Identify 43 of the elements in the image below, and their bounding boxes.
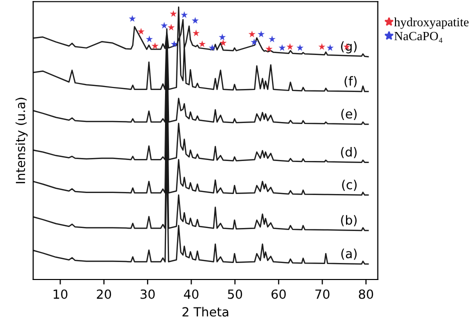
x-tick-label: 20 xyxy=(96,289,112,299)
point xyxy=(192,17,199,24)
point xyxy=(248,30,256,38)
point xyxy=(146,36,153,42)
point xyxy=(192,30,200,36)
x-tick-label: 10 xyxy=(54,289,68,299)
point xyxy=(220,39,227,46)
point xyxy=(258,30,265,38)
series-label: (c) xyxy=(342,180,357,191)
point xyxy=(296,44,304,51)
y-axis-title: Intensity (u.a) xyxy=(16,98,28,184)
series-label: (f) xyxy=(344,76,357,88)
series-label: (d) xyxy=(341,146,357,158)
point xyxy=(318,43,326,50)
point xyxy=(218,34,226,40)
point xyxy=(250,38,258,46)
x-tick-label: 80 xyxy=(358,289,374,299)
point xyxy=(326,44,334,51)
point xyxy=(168,24,175,30)
series-label: (b) xyxy=(341,215,357,226)
x-tick-label: 50 xyxy=(228,289,242,299)
point xyxy=(180,11,188,18)
point xyxy=(286,43,294,50)
point xyxy=(198,40,206,48)
point xyxy=(266,45,273,52)
x-tick-label: 60 xyxy=(272,289,286,299)
x-tick-label: 70 xyxy=(315,289,330,299)
point xyxy=(152,42,159,50)
point xyxy=(170,40,178,48)
point xyxy=(268,36,276,42)
series-label: (e) xyxy=(341,108,357,120)
point xyxy=(128,15,136,22)
point xyxy=(160,22,168,29)
x-tick-label: 30 xyxy=(140,289,155,299)
point xyxy=(138,28,145,35)
series-label: (a) xyxy=(341,248,357,260)
point xyxy=(278,44,286,51)
x-tick-label: 40 xyxy=(184,289,198,299)
point xyxy=(208,44,216,51)
legend-label: hydroxyapatite xyxy=(394,18,469,29)
legend-label: NaCaPO₄ xyxy=(394,32,442,43)
x-axis-title: 2 Theta xyxy=(182,306,228,317)
point xyxy=(170,10,177,17)
